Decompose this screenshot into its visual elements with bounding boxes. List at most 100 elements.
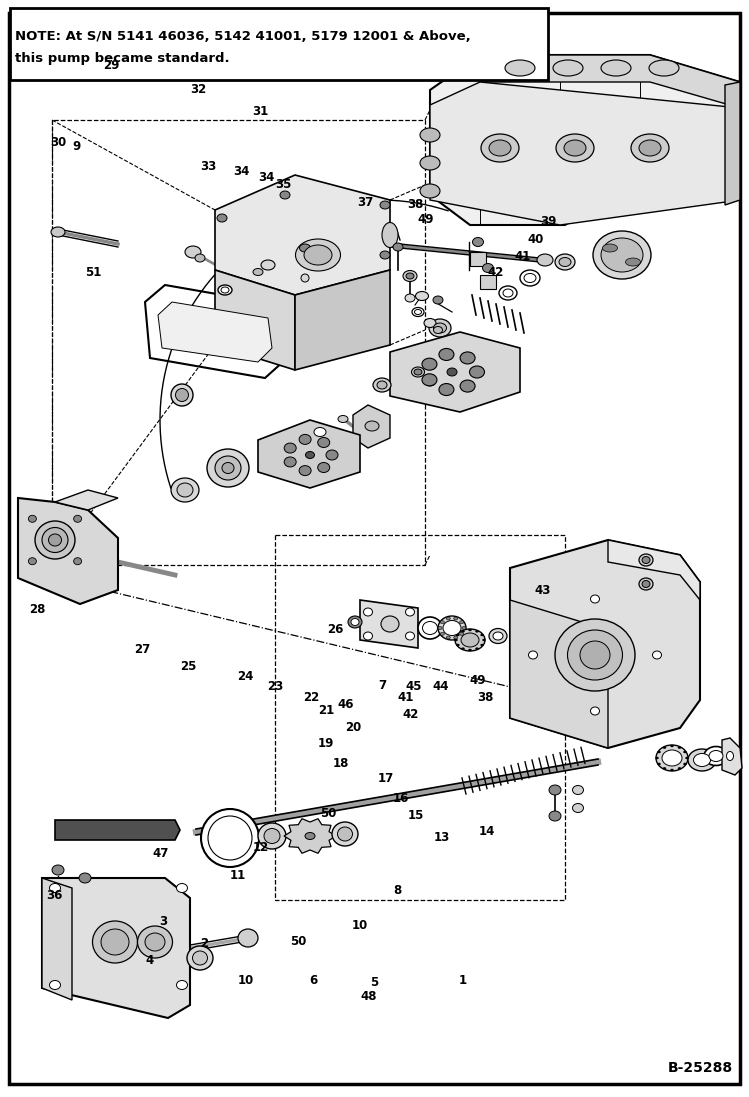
Text: 31: 31: [252, 105, 269, 118]
Text: 3: 3: [160, 915, 167, 928]
Ellipse shape: [28, 516, 37, 522]
Ellipse shape: [493, 632, 503, 640]
Ellipse shape: [73, 516, 82, 522]
Ellipse shape: [529, 651, 538, 659]
Ellipse shape: [440, 621, 444, 623]
Text: 13: 13: [434, 830, 450, 844]
Polygon shape: [353, 405, 390, 448]
Ellipse shape: [405, 608, 414, 617]
Text: 9: 9: [72, 140, 81, 154]
Text: 50: 50: [320, 807, 336, 821]
Ellipse shape: [662, 750, 682, 766]
Ellipse shape: [171, 384, 193, 406]
Ellipse shape: [373, 378, 391, 392]
Text: 11: 11: [230, 869, 246, 882]
Text: 30: 30: [50, 136, 67, 149]
Ellipse shape: [207, 449, 249, 487]
Ellipse shape: [306, 452, 315, 459]
Text: 8: 8: [392, 884, 401, 897]
Text: 20: 20: [345, 721, 362, 734]
Text: 38: 38: [407, 197, 424, 211]
Ellipse shape: [447, 367, 457, 376]
Text: 40: 40: [527, 233, 544, 246]
Ellipse shape: [688, 749, 716, 771]
Text: 33: 33: [200, 160, 216, 173]
Polygon shape: [295, 270, 390, 370]
Ellipse shape: [480, 644, 484, 646]
Ellipse shape: [187, 946, 213, 970]
Text: 1: 1: [459, 974, 467, 987]
Text: 29: 29: [103, 59, 119, 72]
Ellipse shape: [299, 434, 311, 444]
Ellipse shape: [709, 750, 723, 761]
Ellipse shape: [663, 746, 667, 749]
Ellipse shape: [670, 745, 674, 747]
Ellipse shape: [590, 706, 599, 715]
Ellipse shape: [380, 201, 390, 210]
Ellipse shape: [425, 378, 435, 386]
Ellipse shape: [301, 274, 309, 282]
Polygon shape: [725, 82, 740, 205]
Text: 15: 15: [407, 808, 424, 822]
Ellipse shape: [658, 750, 661, 754]
Ellipse shape: [424, 318, 436, 328]
Ellipse shape: [454, 617, 458, 620]
Ellipse shape: [489, 629, 507, 644]
Ellipse shape: [380, 251, 390, 259]
Ellipse shape: [411, 367, 425, 377]
Ellipse shape: [482, 638, 486, 642]
Ellipse shape: [348, 617, 362, 627]
Ellipse shape: [318, 463, 330, 473]
Ellipse shape: [537, 255, 553, 265]
Ellipse shape: [461, 630, 464, 633]
Polygon shape: [430, 55, 740, 225]
Text: this pump became standard.: this pump became standard.: [15, 52, 230, 65]
Ellipse shape: [572, 803, 583, 813]
Text: 48: 48: [360, 989, 377, 1003]
Ellipse shape: [460, 632, 464, 635]
Ellipse shape: [171, 478, 199, 502]
Polygon shape: [215, 270, 295, 370]
Ellipse shape: [601, 238, 643, 272]
Ellipse shape: [52, 866, 64, 875]
Ellipse shape: [454, 636, 458, 640]
Ellipse shape: [422, 359, 437, 370]
Polygon shape: [215, 176, 390, 295]
Ellipse shape: [177, 981, 187, 989]
Ellipse shape: [456, 644, 460, 646]
Ellipse shape: [678, 746, 682, 749]
Text: 50: 50: [290, 935, 306, 948]
Ellipse shape: [145, 934, 165, 951]
Ellipse shape: [101, 929, 129, 955]
Polygon shape: [158, 302, 272, 362]
Ellipse shape: [363, 632, 372, 640]
Text: 34: 34: [233, 165, 249, 178]
Ellipse shape: [652, 651, 661, 659]
Ellipse shape: [580, 641, 610, 669]
Ellipse shape: [559, 258, 571, 267]
Ellipse shape: [300, 244, 311, 252]
Ellipse shape: [476, 647, 479, 649]
Ellipse shape: [192, 951, 207, 965]
Ellipse shape: [481, 134, 519, 162]
Ellipse shape: [438, 617, 466, 640]
Ellipse shape: [393, 244, 403, 251]
Ellipse shape: [177, 483, 193, 497]
Ellipse shape: [261, 260, 275, 270]
Ellipse shape: [215, 456, 241, 480]
Polygon shape: [258, 420, 360, 488]
Text: 10: 10: [351, 919, 368, 932]
Ellipse shape: [470, 366, 485, 378]
Ellipse shape: [434, 327, 443, 333]
Ellipse shape: [602, 244, 617, 252]
Bar: [480, 275, 496, 289]
Text: 27: 27: [134, 643, 151, 656]
Ellipse shape: [727, 751, 733, 760]
Ellipse shape: [218, 285, 232, 295]
Text: 49: 49: [417, 213, 434, 226]
Text: 49: 49: [470, 674, 486, 687]
Text: 32: 32: [190, 83, 207, 97]
Ellipse shape: [222, 463, 234, 474]
Bar: [470, 252, 486, 265]
Ellipse shape: [221, 287, 229, 293]
